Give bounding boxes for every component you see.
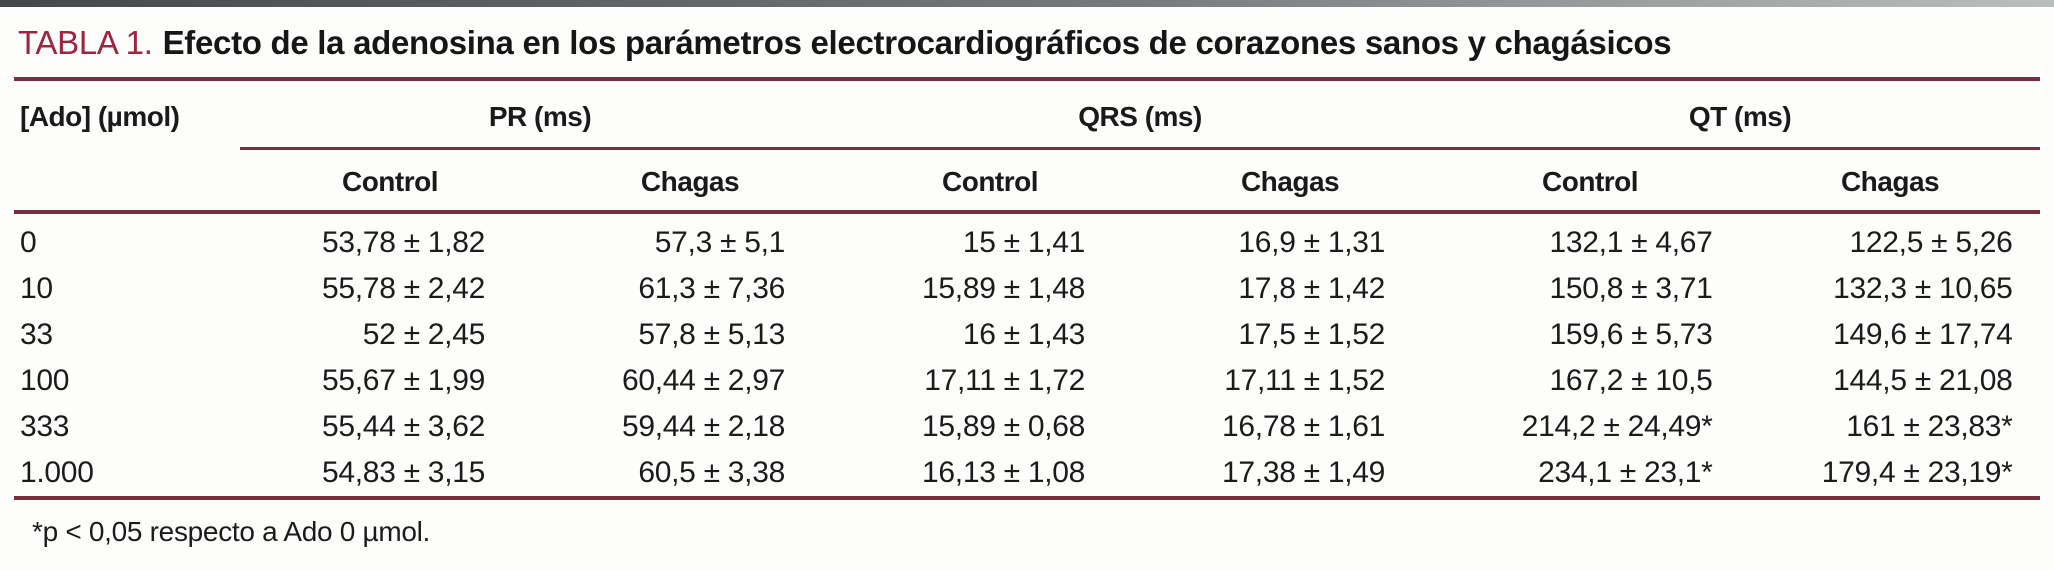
cell-qt-chagas: 161 ± 23,83* (1846, 410, 2013, 443)
cell-pr-chagas: 59,44 ± 2,18 (622, 410, 785, 443)
cell-pr-chagas: 61,3 ± 7,36 (638, 272, 785, 305)
cell-qrs-chagas: 17,5 ± 1,52 (1238, 318, 1386, 351)
group-header-qt: QT (ms) (1440, 79, 2041, 150)
cell-qt-control: 159,6 ± 5,73 (1549, 318, 1713, 351)
significance-footnote: *p < 0,05 respecto a Ado 0 µmol. (32, 516, 431, 547)
subheader-qt-chagas: Chagas (1740, 148, 2041, 214)
table-title: TABLA 1. Efecto de la adenosina en los pa… (18, 23, 2040, 63)
cell-qrs-control: 15,89 ± 0,68 (922, 410, 1086, 443)
cell-qrs-control: 16 ± 1,43 (962, 318, 1086, 351)
cell-qrs-chagas: 17,38 ± 1,49 (1222, 456, 1386, 489)
table-title-text: Efecto de la adenosina en los parámetros… (162, 24, 1672, 61)
cell-pr-chagas: 57,3 ± 5,1 (654, 226, 786, 259)
table-row: 33 52 ± 2,45 57,8 ± 5,13 16 ± 1,43 17,5 … (14, 312, 2040, 358)
cell-qt-control: 150,8 ± 3,71 (1549, 272, 1713, 305)
group-header-row: [Ado] (µmol) PR (ms) QRS (ms) QT (ms) (14, 79, 2041, 214)
cell-qrs-chagas: 16,78 ± 1,61 (1222, 410, 1386, 443)
cell-ado: 1.000 (20, 456, 94, 489)
group-header-pr: PR (ms) (240, 79, 841, 150)
cell-qrs-control: 15 ± 1,41 (962, 226, 1086, 259)
cell-qrs-control: 17,11 ± 1,72 (924, 364, 1086, 397)
page: TABLA 1. Efecto de la adenosina en los pa… (0, 23, 2054, 548)
cell-qrs-chagas: 17,11 ± 1,52 (1224, 364, 1386, 397)
cell-qrs-chagas: 17,8 ± 1,42 (1238, 272, 1386, 305)
cell-qt-chagas: 149,6 ± 17,74 (1833, 318, 2013, 351)
group-header-qrs: QRS (ms) (840, 79, 1441, 150)
cell-pr-control: 55,78 ± 2,42 (322, 272, 485, 305)
table-row: 1.000 54,83 ± 3,15 60,5 ± 3,38 16,13 ± 1… (14, 450, 2040, 498)
cell-qrs-control: 15,89 ± 1,48 (922, 272, 1086, 305)
cell-ado: 100 (20, 364, 70, 397)
cell-qrs-control: 16,13 ± 1,08 (922, 456, 1086, 489)
cell-pr-control: 55,44 ± 3,62 (322, 410, 485, 443)
cell-pr-control: 53,78 ± 1,82 (322, 226, 485, 259)
subheader-pr-control: Control (240, 148, 540, 214)
sub-header-row: Control Chagas Control Chagas Control Ch… (14, 148, 2041, 214)
cell-pr-chagas: 60,5 ± 3,38 (638, 456, 785, 489)
cell-ado: 0 (20, 226, 37, 259)
ado-column-header: [Ado] (µmol) (14, 79, 240, 214)
cell-ado: 33 (20, 318, 53, 351)
cell-pr-control: 55,67 ± 1,99 (322, 364, 485, 397)
table-title-label: TABLA 1. (18, 24, 153, 61)
cell-qt-control: 234,1 ± 23,1* (1538, 456, 1713, 489)
cell-qt-control: 214,2 ± 24,49* (1521, 410, 1713, 443)
cell-qt-control: 132,1 ± 4,67 (1549, 226, 1713, 259)
cell-qt-control: 167,2 ± 10,5 (1549, 364, 1713, 397)
cell-pr-chagas: 60,44 ± 2,97 (622, 364, 785, 397)
subheader-qrs-chagas: Chagas (1140, 148, 1441, 214)
subheader-qrs-control: Control (840, 148, 1141, 214)
cell-qt-chagas: 179,4 ± 23,19* (1821, 456, 2013, 489)
cell-qrs-chagas: 16,9 ± 1,31 (1238, 226, 1386, 259)
cell-pr-control: 54,83 ± 3,15 (322, 456, 485, 489)
table-row: 10 55,78 ± 2,42 61,3 ± 7,36 15,89 ± 1,48… (14, 266, 2040, 312)
subheader-qt-control: Control (1440, 148, 1741, 214)
table-row: 100 55,67 ± 1,99 60,44 ± 2,97 17,11 ± 1,… (14, 358, 2040, 404)
screenshot-top-band (0, 0, 2054, 7)
cell-qt-chagas: 132,3 ± 10,65 (1833, 272, 2013, 305)
cell-qt-chagas: 144,5 ± 21,08 (1833, 364, 2013, 397)
cell-qt-chagas: 122,5 ± 5,26 (1849, 226, 2013, 259)
table-row: 0 53,78 ± 1,82 57,3 ± 5,1 15 ± 1,41 16,9… (14, 212, 2040, 266)
subheader-pr-chagas: Chagas (540, 148, 841, 214)
ecg-parameters-table: [Ado] (µmol) PR (ms) QRS (ms) QT (ms) Co… (14, 77, 2041, 500)
cell-ado: 10 (20, 272, 53, 305)
cell-pr-chagas: 57,8 ± 5,13 (638, 318, 785, 351)
cell-pr-control: 52 ± 2,45 (362, 318, 486, 351)
cell-ado: 333 (20, 410, 70, 443)
table-row: 333 55,44 ± 3,62 59,44 ± 2,18 15,89 ± 0,… (14, 404, 2040, 450)
